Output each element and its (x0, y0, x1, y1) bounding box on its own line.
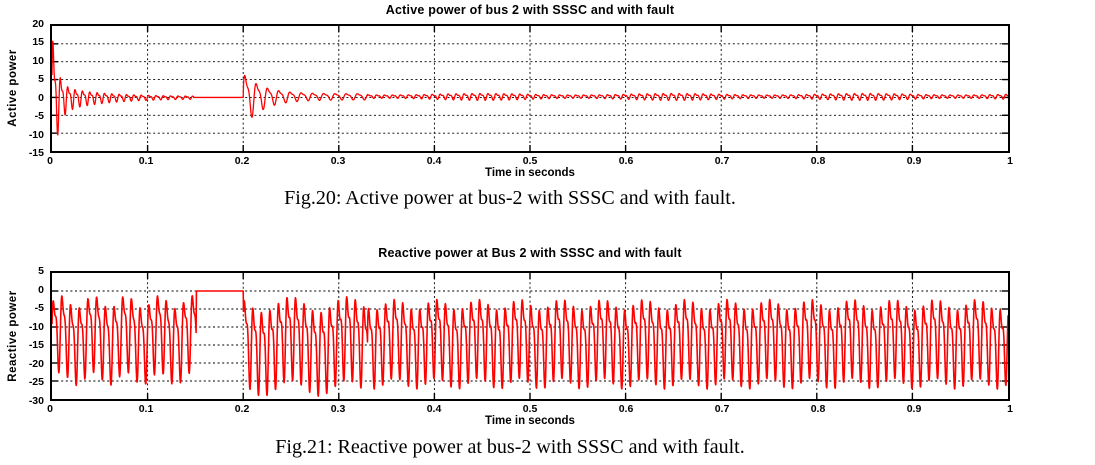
x-tick-label: 0.8 (810, 403, 826, 415)
plot-area (50, 24, 1010, 153)
x-tick-label: 0.8 (810, 155, 826, 167)
x-tick-label: 0.2 (234, 155, 250, 167)
x-tick-label: 0.7 (714, 155, 730, 167)
x-tick-label: 0.1 (138, 155, 154, 167)
plot-area (50, 271, 1010, 401)
x-tick-label: 0.4 (426, 155, 442, 167)
x-tick-label: 0.3 (330, 403, 346, 415)
y-tick-label: -10 (28, 320, 44, 333)
y-tick-label: 5 (38, 264, 44, 277)
y-tick-label: 20 (32, 17, 44, 30)
x-tick-label: 0.2 (234, 403, 250, 415)
y-tick-label: 0 (38, 91, 44, 104)
figure-caption: Fig.20: Active power at bus-2 with SSSC … (284, 187, 736, 209)
x-tick-label: 0.6 (618, 403, 634, 415)
plot-title: Active power of bus 2 with SSSC and with… (385, 3, 675, 17)
x-tick-label: 0.7 (714, 403, 730, 415)
x-tick-label: 0.1 (138, 403, 154, 415)
figure-reactive-power: Reactive power at Bus 2 with SSSC and wi… (0, 240, 1095, 465)
y-tick-label: 15 (32, 36, 44, 49)
x-tick-label: 0.5 (522, 155, 538, 167)
x-tick-label: 0.5 (522, 403, 538, 415)
plot-canvas (52, 26, 1008, 151)
y-tick-label: 5 (38, 73, 44, 86)
x-tick-label: 0.9 (906, 403, 922, 415)
x-axis-label: Time in seconds (485, 167, 575, 179)
y-tick-label: -5 (34, 301, 44, 314)
figure-caption: Fig.21: Reactive power at bus-2 with SSS… (275, 436, 745, 458)
y-tick-label: -15 (28, 146, 44, 159)
y-tick-label: -25 (28, 376, 44, 389)
plot-canvas (52, 273, 1008, 399)
waveform-active-power-bus2 (52, 40, 1008, 136)
x-tick-label: 1 (1007, 403, 1013, 415)
x-tick-label: 0 (47, 155, 53, 167)
x-tick-label: 0.3 (330, 155, 346, 167)
y-tick-label: -10 (28, 128, 44, 141)
x-tick-label: 0 (47, 403, 53, 415)
y-tick-label: -20 (28, 357, 44, 370)
x-axis-label: Time in seconds (485, 415, 575, 427)
x-tick-label: 1 (1007, 155, 1013, 167)
x-tick-label: 0.6 (618, 155, 634, 167)
y-tick-label: 0 (38, 283, 44, 296)
y-tick-label: 10 (32, 54, 44, 67)
waveform-reactive-power-bus2 (52, 290, 1008, 397)
y-tick-label: -15 (28, 339, 44, 352)
x-tick-label: 0.9 (906, 155, 922, 167)
y-tick-label: -5 (34, 109, 44, 122)
y-tick-label: -30 (28, 394, 44, 407)
figure-active-power: Active power of bus 2 with SSSC and with… (0, 0, 1095, 232)
plot-title: Reactive power at Bus 2 with SSSC and wi… (378, 246, 682, 260)
x-tick-label: 0.4 (426, 403, 442, 415)
